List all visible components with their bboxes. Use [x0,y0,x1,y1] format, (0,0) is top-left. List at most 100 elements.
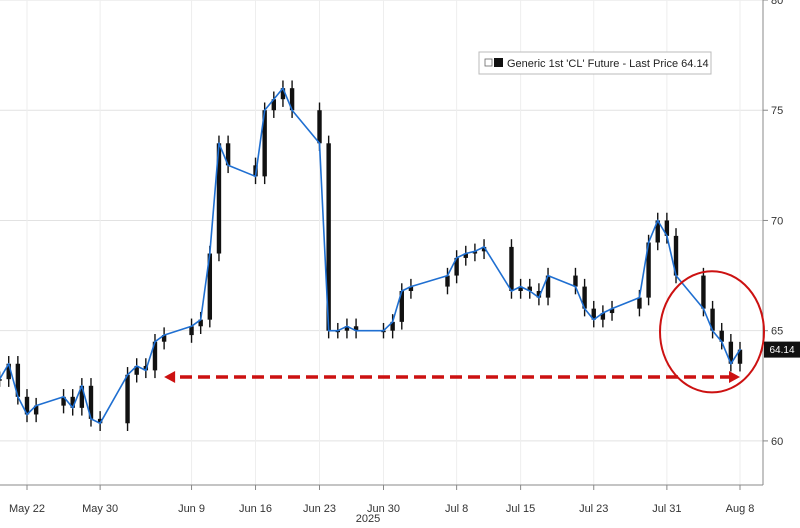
candle-body [454,257,459,276]
data-point [711,329,714,332]
data-point [656,219,659,222]
data-point [446,274,449,277]
candle-body [344,326,350,331]
x-tick-labels: May 22 May 30 Jun 9 Jun 16 Jun 23 Jun 30 Jul 8… [9,485,754,515]
candle-body [33,405,39,415]
legend-box [478,51,712,75]
candle-body [225,143,231,166]
candle-body [408,286,414,291]
candle-body [390,321,395,331]
data-point [510,290,513,292]
legend-swatch [494,58,503,67]
candle-body [125,374,130,424]
candle-body [207,253,213,320]
data-point [647,241,650,244]
candle-body [88,385,94,419]
data-point [346,325,348,328]
data-point [720,340,723,343]
candle-body [0,379,2,381]
data-point [391,320,394,323]
candle-body [509,246,514,291]
candle-body [664,220,670,236]
candle-body [61,396,66,406]
y-tick-label: 65 [771,326,783,338]
candle-body [701,275,706,309]
data-point [218,142,220,145]
candle-body [399,291,404,322]
x-tick-label: Jul 31 [652,503,681,515]
data-point [400,290,403,292]
candle-body [317,110,322,144]
x-tick-label: Jul 23 [579,503,608,515]
x-tick-label: May 30 [82,503,118,515]
candle-body [710,308,715,331]
data-point [190,325,193,328]
candle-body [152,341,158,371]
data-point [601,312,604,314]
data-point [99,422,102,425]
x-tick-label: May 22 [9,503,45,515]
data-point [483,246,485,248]
candle-body [134,365,139,375]
data-point [62,395,65,398]
x-tick-label: Jul 8 [445,503,468,515]
data-point [163,334,166,336]
dashed-arrow-head-left [164,370,176,383]
candle-body [353,326,359,331]
candle-body [445,275,450,287]
legend: Generic 1st 'CL' Future - Last Price 64.… [478,51,712,75]
x-tick-label: Jul 15 [506,503,535,515]
data-point [90,417,92,420]
data-point [263,109,266,112]
y-tick-label: 70 [771,215,783,227]
series-layer [0,80,743,431]
candle-body [655,220,660,243]
candle-body [289,88,295,111]
candle-body [536,291,542,298]
candle-body [24,396,30,415]
candle-body [70,396,75,408]
y-tick-label: 75 [771,105,783,117]
data-point [528,290,531,292]
candle-body [573,275,578,287]
data-point [227,164,230,167]
data-point [272,98,275,101]
data-point [336,329,339,332]
data-point [583,307,586,310]
highlight-ellipse [659,270,765,394]
data-point [208,252,211,255]
data-point [282,87,284,90]
data-point [455,257,458,259]
y-tick-label: 80 [771,0,783,7]
data-point [474,250,476,253]
x-tick-label: Jun 9 [178,503,205,515]
data-point [135,365,138,367]
x-tick-label: Jun 30 [367,503,400,515]
candle-body [728,341,734,364]
last-price-tag-label: 64.14 [769,345,794,356]
data-point [355,329,357,332]
legend-label: Generic 1st 'CL' Future - Last Price 64.… [507,58,709,70]
candle-body [189,326,194,336]
data-point [327,329,330,332]
year-label: 2025 [356,513,380,525]
candle-body [518,286,523,291]
candle-body [545,275,551,298]
last-price-tag-bg [764,341,800,358]
data-point [702,307,705,310]
data-point [382,329,385,332]
data-point [291,109,293,112]
data-point [71,406,74,409]
annotation-layer [164,270,765,394]
candle-body [637,297,642,309]
data-point [464,252,467,255]
dashed-arrow-head-right [729,370,740,383]
axis-layer [0,0,764,486]
y-tick-labels: 60 65 70 75 80 [763,0,783,448]
data-point [675,274,677,277]
candle-body [591,308,596,320]
data-point [638,296,641,299]
last-price-tag: 64.14 [764,341,800,358]
candle-body [472,251,478,254]
